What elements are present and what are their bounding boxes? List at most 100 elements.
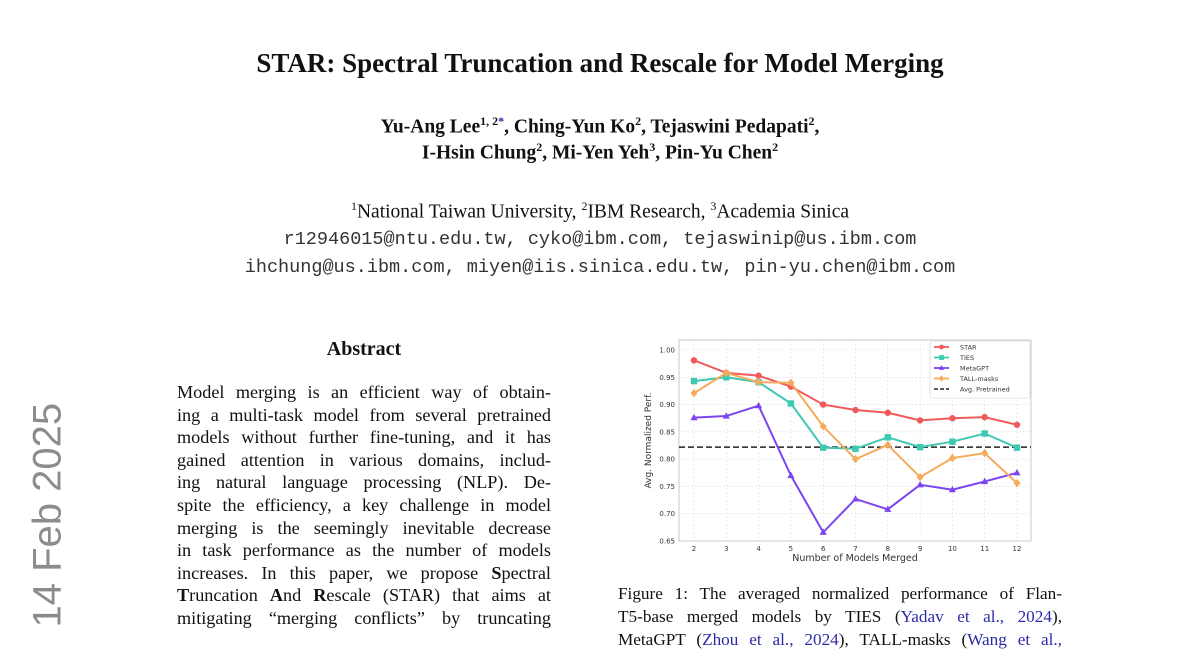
text-segment: models without further fine-tuning, and … [177, 427, 551, 448]
author-line-2: I-Hsin Chung2, Mi-Yen Yeh3, Pin-Yu Chen2 [0, 140, 1200, 165]
chart-legend: STAR TIES MetaGPT TALL-masks Avg. Pretrained [929, 340, 1031, 399]
data-point [851, 495, 860, 502]
y-tick-label: 0.90 [659, 401, 675, 409]
text-line: Figure 1: The averaged normalized perfor… [618, 583, 1062, 605]
affiliation-number: 3 [710, 199, 717, 213]
affiliations: 1National Taiwan University, 2IBM Resear… [0, 199, 1200, 224]
x-tick-label: 5 [789, 545, 793, 553]
text-segment: Model merging is an efficient way of obt… [177, 382, 551, 402]
text-segment: runcation [189, 585, 270, 606]
text-segment: ing natural language processing (NLP). D… [177, 472, 551, 493]
affiliation-name: Academia Sinica [716, 201, 850, 223]
data-point [722, 368, 730, 378]
text-line: merging is the seemingly inevitable decr… [177, 517, 551, 539]
affiliation-mark: 2 [635, 114, 642, 128]
legend-label: Avg. Pretrained [960, 386, 1010, 394]
text-segment: in task performance as the number of mod… [177, 540, 551, 561]
data-point [1013, 468, 1021, 476]
data-point [722, 412, 730, 419]
y-tick-label: 0.70 [659, 510, 675, 518]
text-segment: T [177, 585, 190, 606]
author-name: Yu-Ang Lee [380, 116, 481, 138]
x-tick-label: 7 [853, 545, 857, 553]
x-tick-label: 4 [756, 545, 761, 553]
text-segment: ing a multi-task model from several pret… [177, 404, 551, 425]
author-name: , Ching-Yun Ko [504, 116, 636, 138]
data-point [820, 401, 827, 408]
affiliation-mark: 3 [649, 140, 656, 154]
paper-title: STAR: Spectral Truncation and Rescale fo… [256, 48, 944, 78]
y-tick-label: 0.80 [659, 456, 675, 464]
data-point [949, 415, 956, 422]
x-tick-label: 8 [886, 545, 890, 553]
figure-1-chart: 0.65 0.70 0.75 0.80 0.85 0.90 0.95 1.00 2 3 4 5 6 7 8 9… [644, 339, 1032, 564]
data-point [884, 434, 891, 441]
series-tall-masks [690, 368, 1021, 488]
data-point [1013, 421, 1021, 428]
author-name: I-Hsin Chung [421, 142, 537, 164]
arxiv-date-stamp: 14 Feb 2025 [25, 402, 70, 628]
text-segment: merging is the seemingly inevitable decr… [177, 517, 551, 538]
data-point [755, 401, 763, 409]
citation-link[interactable]: Yadav et al., 2024 [900, 607, 1052, 626]
y-axis-label: Avg. Normalized Perf. [644, 392, 654, 488]
text-segment: mitigating “merging conflicts” by trunca… [177, 608, 551, 628]
text-line: mitigating “merging conflicts” by trunca… [177, 607, 551, 629]
data-point [981, 448, 989, 458]
y-tick-label: 0.85 [659, 428, 675, 436]
legend-marker [939, 355, 944, 360]
y-tick-label: 1.00 [659, 347, 675, 355]
y-tick-label: 0.65 [659, 538, 675, 546]
text-line: increases. In this paper, we propose Spe… [177, 562, 551, 584]
x-tick-label: 10 [948, 545, 957, 553]
text-segment: MetaGPT ( [618, 630, 703, 649]
y-tick-label: 0.95 [659, 374, 675, 382]
data-point [916, 480, 924, 488]
legend-box [929, 340, 1031, 399]
x-tick-label: 12 [1013, 545, 1022, 553]
text-line: MetaGPT (Zhou et al., 2024), TALL-masks … [618, 629, 1062, 651]
data-point [787, 471, 795, 479]
text-segment: R [313, 585, 327, 606]
citation-link[interactable]: Zhou et al., 2024 [702, 630, 839, 649]
legend-label: TIES [959, 354, 974, 362]
legend-label: STAR [960, 344, 977, 352]
data-point [690, 413, 698, 421]
series-metagpt [690, 401, 1021, 535]
data-point [948, 485, 956, 493]
email-line-2: ihchung@us.ibm.com, miyen@iis.sinica.edu… [244, 257, 956, 278]
data-point [949, 438, 956, 445]
text-line: Truncation And Rescale (STAR) that aims … [177, 584, 551, 606]
data-point [852, 406, 859, 414]
data-point [787, 378, 795, 387]
data-point [981, 477, 989, 485]
data-point [948, 453, 956, 463]
data-point [884, 505, 892, 512]
data-point [690, 377, 698, 385]
citation-link[interactable]: Wang et al., [967, 630, 1062, 649]
data-point [1013, 444, 1021, 451]
text-segment: Figure 1: The averaged normalized perfor… [618, 584, 1062, 603]
affiliation-number: 1 [350, 199, 357, 213]
legend-label: TALL-masks [959, 375, 999, 383]
corresponding-mark[interactable]: * [498, 114, 505, 128]
author-name: , Mi-Yen Yeh [542, 142, 650, 164]
text-segment: pectral [501, 562, 551, 583]
data-point [690, 388, 698, 398]
data-point [916, 417, 924, 424]
text-segment: A [269, 585, 284, 606]
series-ties [690, 374, 1021, 452]
text-segment: escale (STAR) that aims at [326, 585, 551, 606]
text-segment: T5-base merged models by TIES ( [618, 607, 901, 626]
x-tick-label: 2 [692, 545, 696, 553]
x-tick-label: 6 [821, 545, 826, 553]
data-point [755, 372, 762, 379]
data-point [916, 472, 924, 482]
text-segment: ), TALL-masks ( [838, 630, 968, 649]
text-segment: nd [283, 585, 314, 606]
data-point [981, 430, 988, 437]
data-point [851, 454, 860, 464]
text-segment: S [491, 562, 502, 583]
data-point [755, 378, 763, 387]
data-point [916, 443, 924, 451]
